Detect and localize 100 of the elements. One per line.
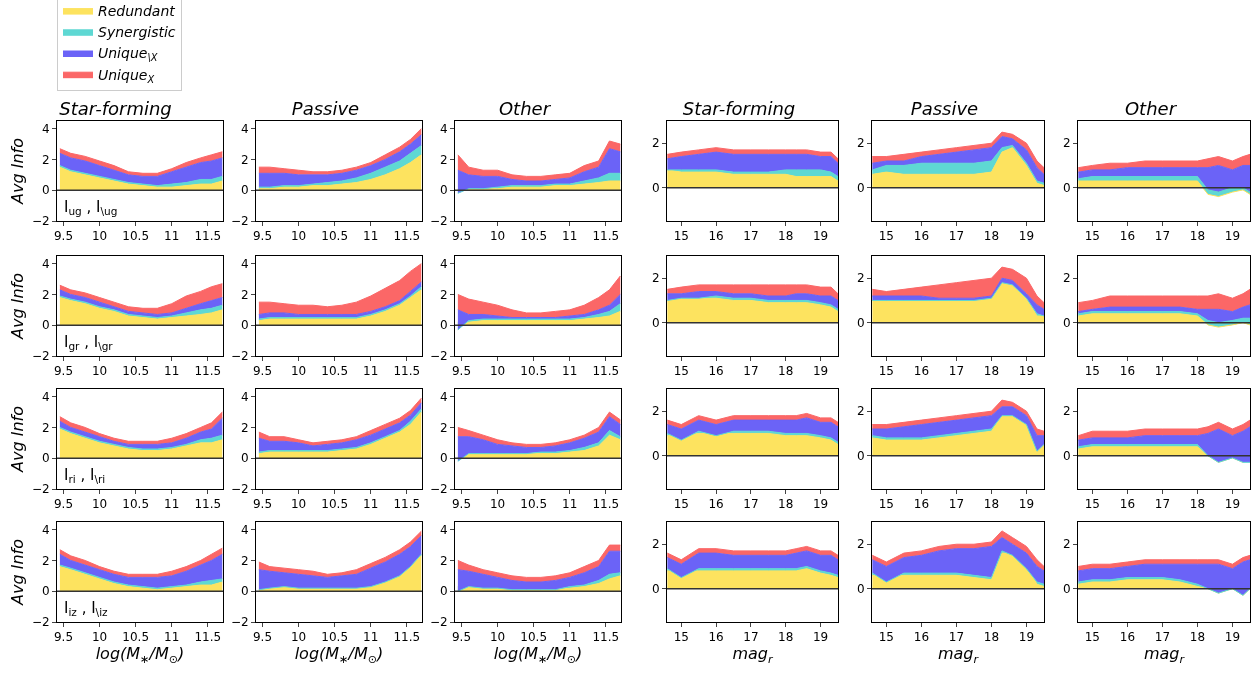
x-tick-label: 11.5 — [592, 497, 620, 512]
y-tick-label: 2 — [439, 287, 448, 302]
x-tick-label: 9.5 — [451, 630, 472, 645]
y-tick-label: 2 — [240, 287, 249, 302]
x-tick-label: 10 — [290, 497, 307, 512]
x-tick-label: 15 — [673, 229, 689, 244]
x-tick-label: 10.5 — [321, 364, 349, 379]
x-tick-label: 19 — [812, 229, 829, 244]
x-tick-label: 16 — [708, 497, 724, 512]
y-axis-title: Avg Info — [7, 272, 27, 340]
y-tick-label: −2 — [31, 482, 50, 497]
chart-title: Passive — [910, 98, 979, 119]
y-tick-label: 0 — [856, 448, 865, 463]
chart-title: Other — [498, 98, 552, 119]
annotation: I$_{ri}$ , I$_{\ri}$ — [64, 466, 106, 486]
x-tick-label: 18 — [778, 364, 794, 379]
x-tick-label: 17 — [743, 497, 759, 512]
x-tick-label: 10 — [91, 497, 108, 512]
x-tick-label: 11 — [164, 364, 180, 379]
y-tick-label: 4 — [439, 522, 448, 537]
x-tick-label: 10.5 — [321, 497, 349, 512]
x-tick-label: 18 — [1189, 229, 1206, 244]
y-tick-label: 0 — [1062, 448, 1071, 463]
y-tick-label: 0 — [439, 183, 448, 198]
y-tick-label: 2 — [240, 420, 249, 435]
x-tick-label: 10.5 — [321, 229, 349, 244]
x-tick-label: 10 — [91, 364, 108, 379]
y-tick-label: 4 — [240, 256, 249, 271]
x-tick-label: 10 — [489, 497, 506, 512]
x-tick-label: 17 — [1154, 497, 1171, 512]
y-tick-label: 2 — [651, 271, 660, 286]
x-tick-label: 9.5 — [451, 364, 472, 379]
legend-label: Unique$_{X}$ — [98, 66, 155, 85]
x-tick-label: 17 — [948, 497, 965, 512]
y-tick-label: 2 — [856, 537, 865, 552]
x-tick-label: 16 — [913, 630, 930, 645]
x-tick-label: 10.5 — [520, 497, 548, 512]
x-axis-title: mag$_{r}$ — [732, 644, 774, 666]
y-tick-label: 0 — [651, 448, 660, 463]
y-tick-label: −2 — [429, 349, 448, 364]
x-tick-label: 16 — [1119, 497, 1136, 512]
x-tick-label: 10 — [489, 630, 506, 645]
x-tick-label: 15 — [1084, 630, 1100, 645]
x-tick-label: 15 — [673, 364, 689, 379]
x-axis-title: log(M$_{∗}$/M$_{⊙}$) — [294, 644, 384, 666]
x-tick-label: 18 — [778, 630, 794, 645]
annotation: I$_{iz}$ , I$_{\iz}$ — [64, 599, 109, 619]
y-tick-label: 4 — [41, 121, 50, 136]
y-tick-label: 4 — [439, 121, 448, 136]
x-tick-label: 18 — [1189, 630, 1206, 645]
y-tick-label: 0 — [240, 584, 249, 599]
x-tick-label: 11 — [363, 497, 379, 512]
y-tick-label: −2 — [31, 349, 50, 364]
x-tick-label: 11.5 — [393, 229, 421, 244]
x-tick-label: 11.5 — [194, 630, 222, 645]
y-tick-label: 0 — [651, 180, 660, 195]
x-tick-label: 17 — [948, 229, 965, 244]
x-tick-label: 10 — [290, 229, 307, 244]
y-tick-label: 0 — [240, 183, 249, 198]
x-tick-label: 10 — [489, 364, 506, 379]
x-tick-label: 10 — [489, 229, 506, 244]
x-tick-label: 10.5 — [520, 229, 548, 244]
legend-label: Synergistic — [98, 24, 176, 41]
y-tick-label: 2 — [1062, 537, 1071, 552]
x-tick-label: 11 — [164, 497, 180, 512]
y-tick-label: 2 — [240, 553, 249, 568]
y-tick-label: 2 — [439, 420, 448, 435]
x-tick-label: 9.5 — [252, 630, 273, 645]
x-axis-title: mag$_{r}$ — [937, 644, 980, 666]
x-tick-label: 16 — [913, 229, 930, 244]
x-axis-title: mag$_{r}$ — [1143, 644, 1186, 666]
y-tick-label: 0 — [856, 581, 865, 596]
y-tick-label: 2 — [439, 152, 448, 167]
y-tick-label: −2 — [429, 482, 448, 497]
x-tick-label: 15 — [1084, 229, 1100, 244]
x-tick-label: 9.5 — [252, 229, 273, 244]
x-tick-label: 17 — [1154, 229, 1171, 244]
x-tick-label: 19 — [1224, 364, 1241, 379]
y-tick-label: 2 — [651, 136, 660, 151]
x-tick-label: 9.5 — [53, 497, 74, 512]
y-tick-label: 0 — [651, 581, 660, 596]
x-tick-label: 19 — [812, 630, 829, 645]
x-tick-label: 15 — [878, 229, 894, 244]
x-tick-label: 15 — [673, 630, 689, 645]
chart-title: Star-forming — [682, 98, 796, 119]
y-tick-label: 0 — [41, 451, 50, 466]
x-tick-label: 19 — [1018, 364, 1035, 379]
x-tick-label: 18 — [983, 364, 1000, 379]
x-tick-label: 15 — [878, 630, 894, 645]
chart-title: Other — [1124, 98, 1178, 119]
y-tick-label: 0 — [1062, 315, 1071, 330]
x-tick-label: 11 — [164, 630, 180, 645]
y-tick-label: 2 — [651, 404, 660, 419]
y-tick-label: −2 — [230, 482, 249, 497]
x-tick-label: 10 — [290, 630, 307, 645]
y-tick-label: 2 — [41, 553, 50, 568]
annotation: I$_{ug}$ , I$_{\ug}$ — [64, 198, 118, 218]
y-tick-label: 0 — [41, 183, 50, 198]
legend-label: Redundant — [98, 3, 176, 20]
y-tick-label: −2 — [230, 349, 249, 364]
